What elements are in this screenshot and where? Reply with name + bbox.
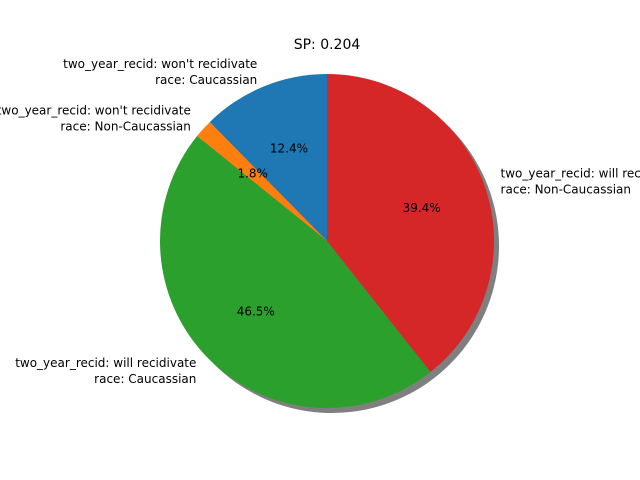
pie-slice — [197, 122, 327, 241]
slice-percent-label: 12.4% — [270, 141, 308, 155]
pie-slices — [159, 74, 495, 409]
pie-slice — [327, 74, 495, 373]
slice-percent-label: 1.8% — [237, 167, 268, 181]
pie-slice — [209, 74, 327, 241]
slice-category-label: two_year_recid: won't recidivate race: Ca… — [63, 57, 257, 87]
slice-percent-label: 39.4% — [403, 201, 441, 215]
slice-category-label: two_year_recid: will recidivate race: Cau… — [15, 356, 196, 386]
slice-percent-label: 46.5% — [237, 304, 275, 318]
pie-slice — [159, 136, 431, 409]
chart-title: SP: 0.204 — [294, 37, 361, 53]
pie-labels: 12.4% two_year_recid: won't recidivate rac… — [0, 57, 640, 386]
slice-category-label: two_year_recid: won't recidivate race: No… — [0, 104, 191, 134]
